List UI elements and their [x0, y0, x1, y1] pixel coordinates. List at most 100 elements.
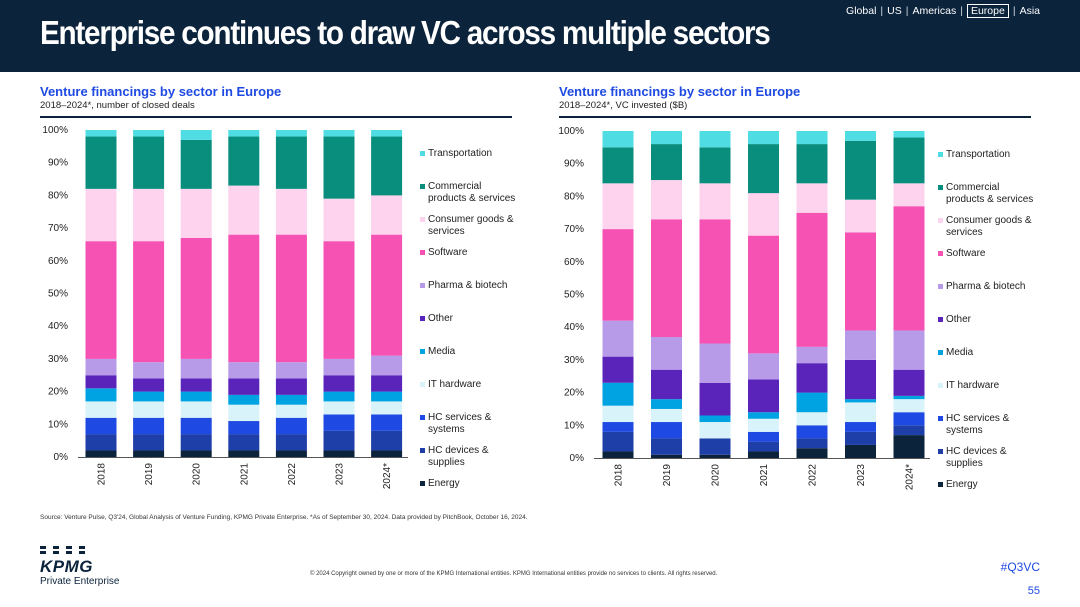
legend-label-energy: Energy: [946, 479, 978, 490]
y-tick-label: 80%: [48, 190, 68, 201]
bar-segment-transportation-2020: [699, 131, 731, 148]
bar-segment-it-hardware-2020: [180, 401, 212, 418]
bar-segment-hc-services-systems-2022: [275, 417, 307, 435]
y-tick-label: 40%: [564, 322, 584, 333]
legend-swatch-pharma-biotech: [938, 284, 943, 289]
region-separator: |: [960, 5, 963, 17]
bar-segment-software-2019: [651, 219, 682, 338]
y-tick-label: 30%: [48, 354, 68, 365]
bar-segment-energy-2023: [323, 450, 355, 457]
bar-segment-it-hardware-2021: [748, 418, 779, 432]
region-link-americas[interactable]: Americas: [912, 5, 957, 17]
legend-swatch-media: [420, 349, 425, 354]
region-link-global[interactable]: Global: [846, 5, 877, 17]
bar-segment-commercial-products-services-2023: [845, 140, 876, 200]
bar-segment-it-hardware-2022: [275, 404, 307, 418]
bar-segment-media-2022: [796, 392, 828, 413]
bar-segment-consumer-goods-services-2021: [228, 185, 260, 235]
bar-segment-commercial-products-services-2023: [323, 136, 355, 199]
bar-segment-media-2021: [748, 412, 779, 419]
bar-segment-consumer-goods-services-2023: [845, 199, 876, 233]
bar-segment-hc-services-systems-2021: [748, 431, 779, 442]
bar-segment-software-2018: [602, 229, 634, 321]
bar-segment-pharma-biotech-2018: [85, 358, 117, 376]
bar-segment-transportation-2023: [323, 130, 355, 137]
bar-segment-other-2023: [323, 375, 355, 392]
bar-segment-consumer-goods-services-2023: [323, 198, 355, 242]
bar-segment-hc-devices-supplies-2019: [651, 438, 682, 455]
bar-segment-transportation-2018: [85, 130, 117, 137]
legend-label-commercial-products-services: Commercial products & services: [428, 181, 515, 204]
bar-segment-hc-devices-supplies-2020: [699, 438, 731, 455]
region-link-us[interactable]: US: [887, 5, 902, 17]
bar-segment-it-hardware-2021: [228, 404, 260, 422]
bar-segment-transportation-2020: [180, 130, 212, 140]
bar-segment-software-2021: [748, 235, 779, 354]
bar-segment-hc-services-systems-2019: [133, 417, 165, 435]
legend-label-consumer-goods-services: Consumer goods & services: [946, 215, 1032, 238]
copyright-note: © 2024 Copyright owned by one or more of…: [310, 571, 718, 577]
bar-segment-hc-services-systems-2019: [651, 422, 682, 439]
bar-segment-hc-services-systems-2021: [228, 421, 260, 435]
bar-segment-energy-2023: [845, 444, 876, 458]
bar-segment-pharma-biotech-2018: [602, 320, 634, 357]
kpmg-logo: KPMG Private Enterprise: [40, 546, 120, 587]
logo-subtitle: Private Enterprise: [40, 576, 120, 587]
y-tick-label: 10%: [48, 419, 68, 430]
bar-segment-transportation-2021: [748, 131, 779, 145]
x-tick-label: 2020: [711, 464, 722, 487]
bar-segment-it-hardware-2018: [85, 401, 117, 418]
region-link-europe[interactable]: Europe: [966, 4, 1009, 18]
bar-segment-commercial-products-services-2018: [85, 136, 117, 189]
bar-segment-commercial-products-services-2019: [651, 144, 682, 181]
bar-segment-commercial-products-services-2021: [228, 136, 260, 186]
legend-swatch-it-hardware: [420, 382, 425, 387]
bar-segment-software-2023: [845, 232, 876, 331]
hashtag: #Q3VC: [1000, 560, 1040, 574]
bar-segment-energy-2022: [275, 450, 307, 457]
region-separator: |: [905, 5, 909, 17]
y-tick-label: 50%: [564, 290, 584, 301]
chart-invested: 0% 10% 20% 30% 40% 50% 60% 70% 80% 90% 100% 2018 201…: [558, 126, 1033, 490]
region-link-asia[interactable]: Asia: [1019, 5, 1040, 17]
x-tick-label: 2023: [856, 464, 867, 487]
legend-swatch-transportation: [420, 151, 425, 156]
bar-segment-other-2020: [180, 378, 212, 392]
legend-label-software: Software: [946, 248, 986, 259]
bar-segment-energy-2020: [180, 450, 212, 457]
bar-segment-media-2023: [845, 399, 876, 403]
bar-segment-software-2024: [893, 206, 925, 331]
legend-label-pharma-biotech: Pharma & biotech: [946, 281, 1026, 292]
legend-swatch-hc-devices-supplies: [938, 449, 943, 454]
bar-segment-media-2019: [133, 391, 165, 402]
bar-segment-energy-2018: [602, 451, 634, 458]
bar-segment-consumer-goods-services-2019: [651, 180, 682, 220]
legend-label-commercial-products-services: Commercial products & services: [946, 182, 1033, 205]
bar-segment-other-2022: [275, 378, 307, 395]
bar-segment-software-2018: [85, 241, 117, 359]
bar-segment-consumer-goods-services-2022: [796, 183, 828, 213]
bar-segment-software-2022: [796, 212, 828, 347]
y-tick-label: 70%: [48, 223, 68, 234]
bar-segment-hc-services-systems-2023: [845, 422, 876, 432]
bar-segment-pharma-biotech-2019: [651, 337, 682, 370]
bar-segment-pharma-biotech-2024: [371, 355, 403, 376]
legend-label-energy: Energy: [428, 478, 460, 489]
x-tick-label: 2021: [759, 464, 770, 487]
legend-swatch-hc-services-systems: [420, 415, 425, 420]
bar-segment-software-2019: [133, 241, 165, 363]
bar-segment-transportation-2018: [602, 131, 634, 148]
legend-label-pharma-biotech: Pharma & biotech: [428, 280, 508, 291]
region-separator: |: [1012, 5, 1016, 17]
y-tick-label: 100%: [42, 125, 68, 136]
legend-label-hc-devices-supplies: HC devices & supplies: [428, 445, 489, 468]
chart-subtitle-deals: 2018–2024*, number of closed deals: [40, 100, 195, 111]
legend-label-software: Software: [428, 247, 468, 258]
bar-segment-energy-2021: [748, 451, 779, 458]
bar-segment-consumer-goods-services-2024: [371, 195, 403, 235]
bar-segment-hc-devices-supplies-2022: [275, 434, 307, 451]
bar-segment-energy-2018: [85, 450, 117, 457]
chart-title-rule: [40, 116, 512, 118]
bar-segment-hc-services-systems-2020: [180, 417, 212, 435]
y-tick-label: 10%: [564, 420, 584, 431]
